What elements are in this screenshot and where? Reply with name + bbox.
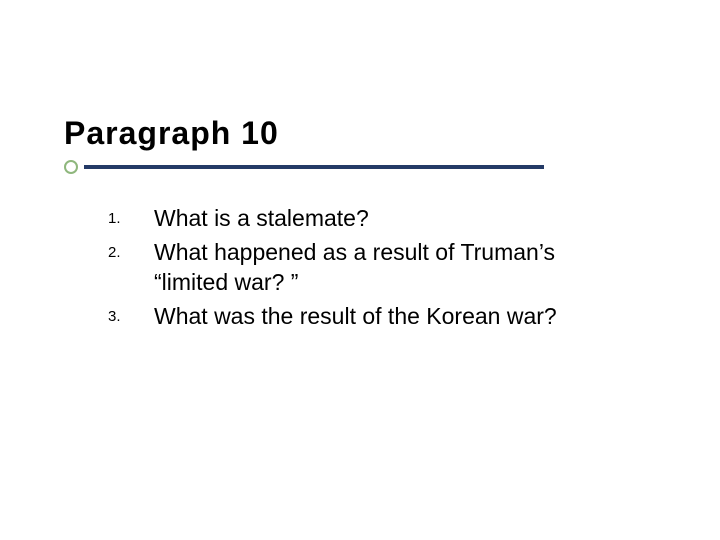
- title-underline: [64, 160, 544, 176]
- list-item: 1. What is a stalemate?: [108, 204, 660, 234]
- list-number: 3.: [108, 302, 154, 325]
- slide-title: Paragraph 10: [64, 115, 660, 152]
- question-list: 1. What is a stalemate? 2. What happened…: [108, 204, 660, 332]
- bullet-dot-icon: [64, 160, 78, 174]
- list-text: What happened as a result of Truman’s “l…: [154, 238, 614, 298]
- underline-bar: [84, 165, 544, 169]
- slide-container: Paragraph 10 1. What is a stalemate? 2. …: [0, 0, 720, 540]
- list-number: 2.: [108, 238, 154, 261]
- list-number: 1.: [108, 204, 154, 227]
- list-text: What is a stalemate?: [154, 204, 369, 234]
- list-item: 2. What happened as a result of Truman’s…: [108, 238, 660, 298]
- list-item: 3. What was the result of the Korean war…: [108, 302, 660, 332]
- list-text: What was the result of the Korean war?: [154, 302, 557, 332]
